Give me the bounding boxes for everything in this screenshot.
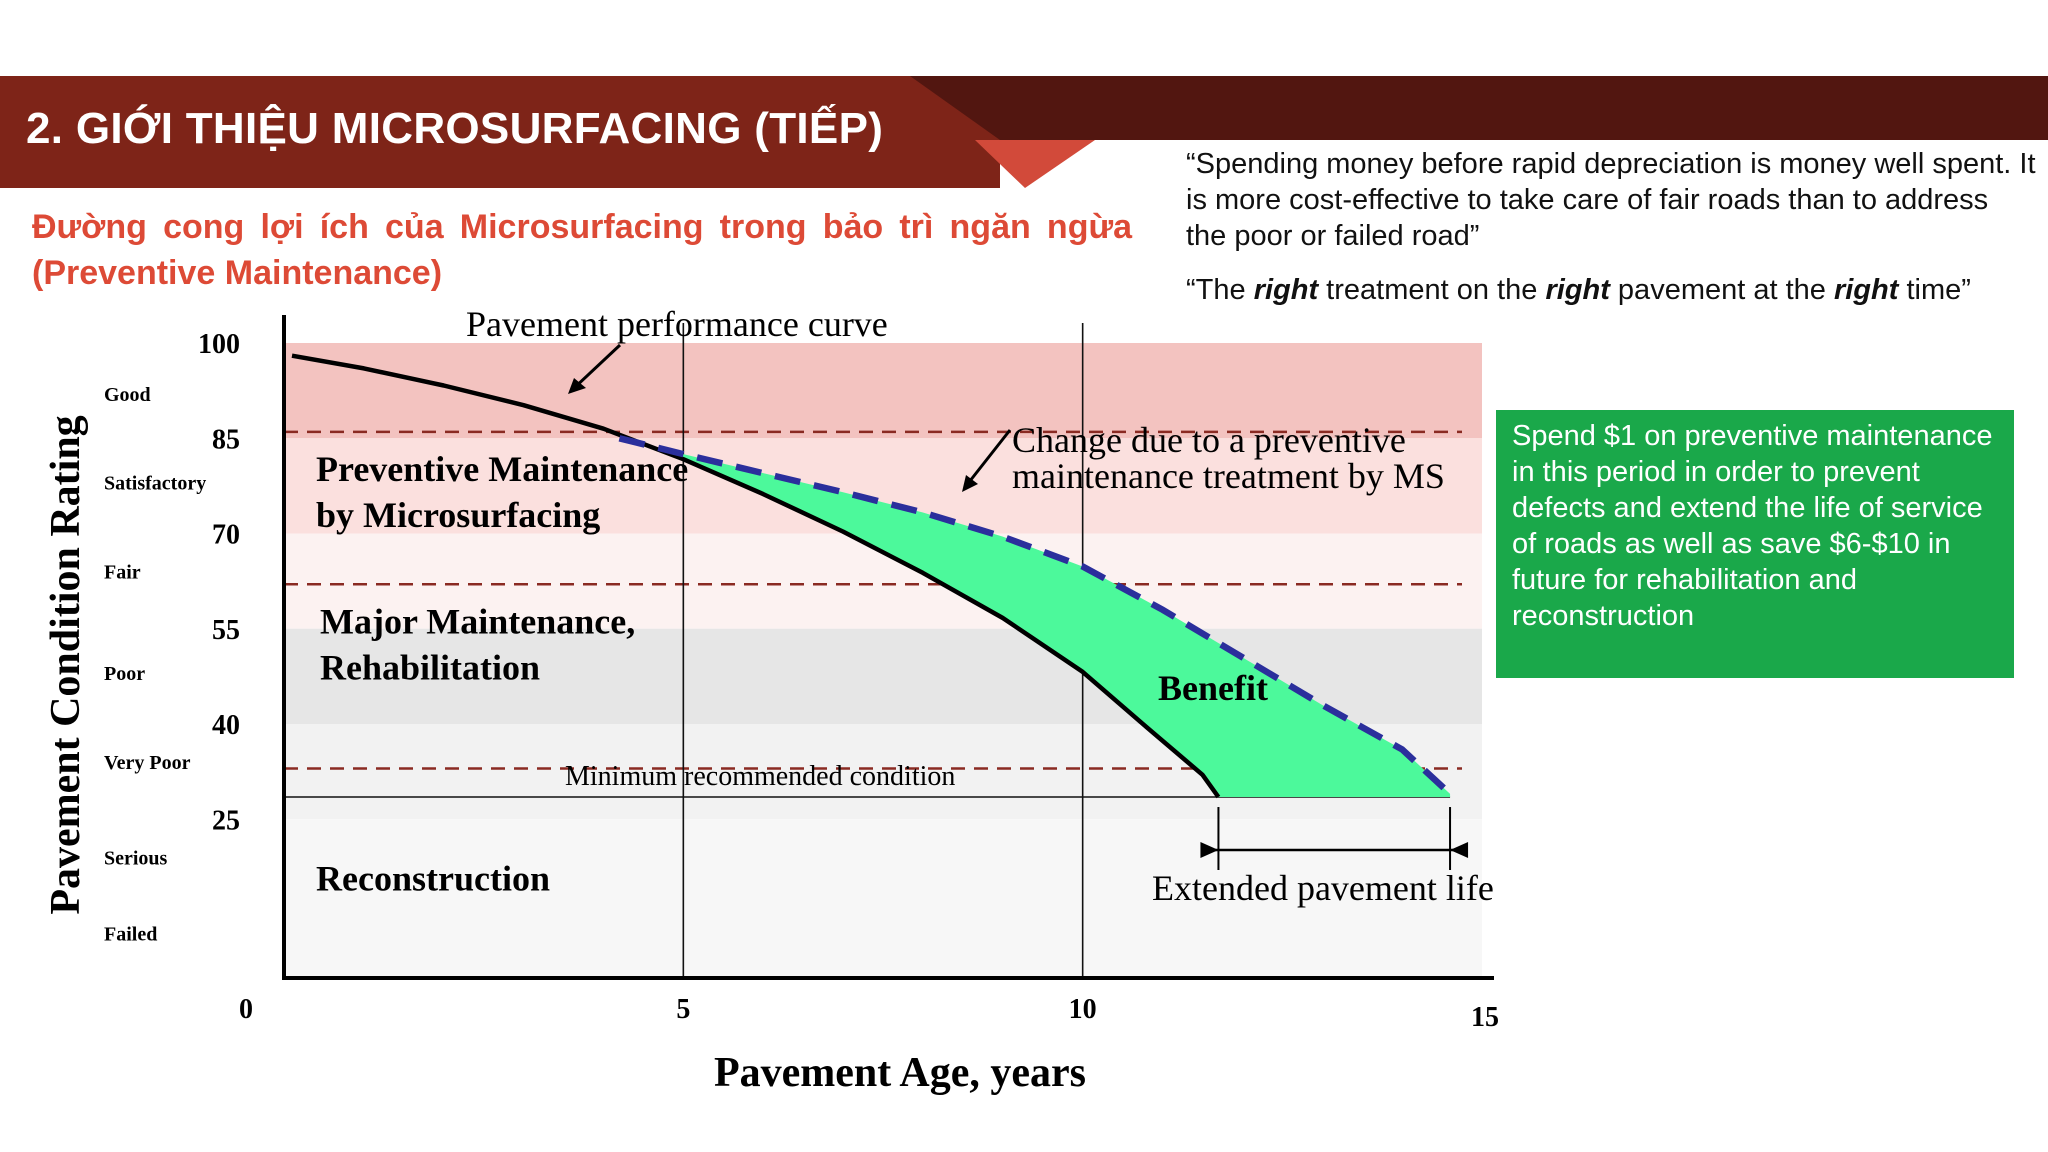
condition-label: Fair xyxy=(104,562,141,584)
condition-label: Failed xyxy=(104,924,157,946)
condition-label: Satisfactory xyxy=(104,473,206,495)
y-tick-label: 25 xyxy=(212,805,240,836)
arrow-ms xyxy=(964,429,1012,487)
zone-label: Preventive Maintenance by Microsurfacing xyxy=(316,449,688,535)
zone-label: Reconstruction xyxy=(316,858,550,898)
quote-part: time” xyxy=(1898,274,1971,306)
axes xyxy=(282,315,1494,980)
extended-life-arrowhead xyxy=(1200,842,1219,858)
zone-label-line: Reconstruction xyxy=(316,858,550,898)
curves xyxy=(291,353,1453,799)
zone-label: Major Maintenance, Rehabilitation xyxy=(320,601,635,687)
arrow-performance xyxy=(570,343,622,392)
x-tick-label: 0 xyxy=(239,994,253,1025)
quote-part: pavement at the xyxy=(1609,274,1834,306)
performance-curve-label: Pavement performance curve xyxy=(466,304,888,344)
ms-change-line: maintenance treatment by MS xyxy=(1012,456,1445,496)
x-tick-label: 5 xyxy=(676,994,690,1025)
y-tick-label: 55 xyxy=(212,615,240,646)
condition-label: Serious xyxy=(104,847,168,869)
zone-label-line: Major Maintenance, xyxy=(320,601,635,641)
condition-label: Poor xyxy=(104,663,145,685)
arrowhead-performance xyxy=(568,378,586,394)
quote-part: “The xyxy=(1186,274,1254,306)
zone-label-line: by Microsurfacing xyxy=(316,495,600,535)
zone-label-line: Rehabilitation xyxy=(320,647,540,687)
quote-emphasis: right xyxy=(1545,274,1610,306)
extended-life-arrowhead xyxy=(1450,842,1469,858)
zone-label-line: Preventive Maintenance xyxy=(316,449,688,489)
benefit-area-group xyxy=(619,438,1451,798)
x-tick-label: 10 xyxy=(1069,994,1097,1025)
header-band xyxy=(0,76,1000,188)
y-tick-label: 85 xyxy=(212,424,240,455)
quote-spending: “Spending money before rapid depreciatio… xyxy=(1186,148,2036,252)
benefit-label: Benefit xyxy=(1158,668,1268,708)
page-title: 2. GIỚI THIỆU MICROSURFACING (TIẾP) xyxy=(26,104,884,153)
condition-label: Good xyxy=(104,384,151,406)
condition-band xyxy=(284,819,1482,978)
y-tick-label: 70 xyxy=(212,520,240,551)
condition-band xyxy=(284,343,1482,439)
condition-label: Very Poor xyxy=(104,752,191,774)
quote-right-treatment: “The right treatment on the right paveme… xyxy=(1186,274,2036,307)
quote-emphasis: right xyxy=(1833,274,1899,306)
y-tick-label: 100 xyxy=(198,329,240,360)
performance-curve xyxy=(291,353,1221,799)
callout-box: Spend $1 on preventive maintenance in th… xyxy=(1496,410,2014,678)
minimum-condition-label: Minimum recommended condition xyxy=(565,761,955,792)
ms-change-line: Change due to a preventive xyxy=(1012,420,1406,460)
y-axis-title: Pavement Condition Rating xyxy=(43,415,89,914)
quote-part: treatment on the xyxy=(1318,274,1546,306)
benefit-area xyxy=(619,438,1451,798)
callout-text: Spend $1 on preventive maintenance in th… xyxy=(1512,420,1993,632)
x-tick-label: 15 xyxy=(1471,1002,1499,1033)
y-tick-label: 40 xyxy=(212,710,240,741)
extended-life-label: Extended pavement life xyxy=(1152,868,1494,908)
ms-curve xyxy=(618,435,1453,797)
x-axis-title: Pavement Age, years xyxy=(714,1050,1086,1096)
chart-subtitle: Đường cong lợi ích của Microsurfacing tr… xyxy=(32,208,1132,292)
chart-labels: 100 85 70 55 40 25 0 5 10 15 Good Satisfactory Fair P… xyxy=(43,304,1499,1096)
quote-emphasis: right xyxy=(1253,274,1319,306)
arrowhead-ms xyxy=(962,475,978,492)
ms-change-label: Change due to a preventive maintenance tr… xyxy=(1012,420,1445,496)
